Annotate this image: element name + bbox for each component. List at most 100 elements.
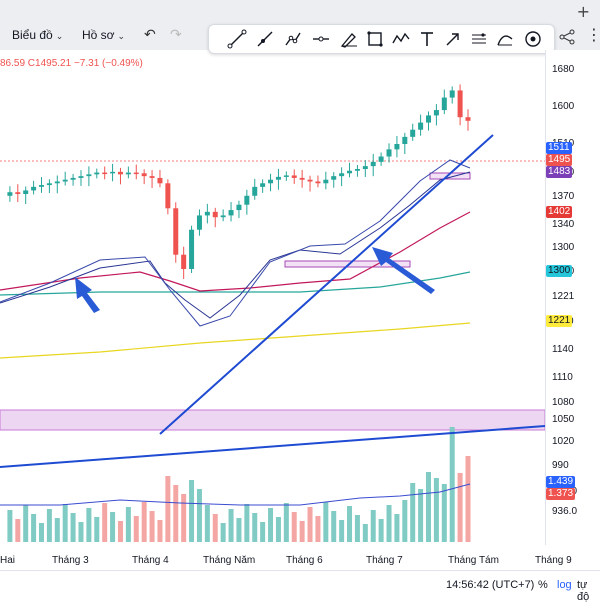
chevron-down-icon: ⌄ xyxy=(117,31,126,41)
ma50-line xyxy=(0,211,471,292)
y-tick-label: 1300 xyxy=(552,242,575,253)
candle xyxy=(7,192,13,196)
redo-button[interactable]: ↷ xyxy=(170,27,182,43)
candle xyxy=(236,204,242,211)
y-tick-label: 1110 xyxy=(552,372,573,383)
ray-tool-icon[interactable] xyxy=(255,29,275,49)
y-tick-label: 990 xyxy=(552,460,569,471)
rectangle-tool-icon[interactable] xyxy=(365,29,385,49)
candle xyxy=(402,136,408,144)
candle xyxy=(38,185,44,187)
add-tab-button[interactable]: + xyxy=(576,2,590,21)
price-badge: 1402 xyxy=(546,206,573,218)
uptrend-line[interactable] xyxy=(159,134,494,435)
long-trend-line[interactable] xyxy=(0,425,545,468)
candle xyxy=(54,181,60,184)
candle xyxy=(315,181,321,184)
fib-tool-icon[interactable] xyxy=(469,29,489,49)
candle xyxy=(78,176,84,178)
support-zone xyxy=(0,409,545,431)
candle xyxy=(418,122,424,130)
volume-bar xyxy=(449,427,455,542)
volume-bar xyxy=(347,506,353,542)
candle xyxy=(228,210,234,216)
volume-bar xyxy=(457,473,463,542)
arrow-tool-icon[interactable] xyxy=(443,29,463,49)
top-toolbar: + Biểu đồ ⌄ Hồ sơ ⌄ ↶ ↷ ⋮ xyxy=(0,0,600,54)
volume-bar xyxy=(86,508,92,542)
candle xyxy=(410,129,416,137)
price-badge: 1.373 xyxy=(546,488,576,500)
volume-bar xyxy=(236,518,242,542)
candle xyxy=(204,211,210,216)
candle xyxy=(149,176,155,178)
segments-tool-icon[interactable] xyxy=(283,29,303,49)
path-tool-icon[interactable] xyxy=(391,29,411,49)
price-badge: 1483 xyxy=(546,166,573,178)
price-badge: 1495 xyxy=(546,154,573,166)
undo-button[interactable]: ↶ xyxy=(144,27,156,43)
price-chart[interactable] xyxy=(0,50,545,545)
volume-bar xyxy=(386,505,392,542)
price-badge: 1511 xyxy=(546,142,572,154)
volume-bar xyxy=(362,524,368,542)
candle xyxy=(433,110,439,116)
profile-label: Hồ sơ xyxy=(82,28,115,42)
horizontal-line-tool-icon[interactable] xyxy=(311,29,331,49)
brush-tool-icon[interactable] xyxy=(339,29,359,49)
volume-bar xyxy=(7,510,13,542)
volume-bar xyxy=(433,478,439,542)
candle xyxy=(173,208,179,255)
candle xyxy=(212,211,218,218)
candle xyxy=(157,177,163,184)
volume-bar xyxy=(465,456,471,542)
curve-tool-icon[interactable] xyxy=(495,29,515,49)
x-tick-label: Tháng Năm xyxy=(203,555,256,566)
more-options-icon[interactable]: ⋮ xyxy=(586,25,600,44)
candle xyxy=(260,183,266,187)
clock-label: 14:56:42 (UTC+7) xyxy=(446,579,535,591)
volume-bar xyxy=(157,520,163,542)
share-icon[interactable] xyxy=(558,28,576,46)
y-tick-label: 936.0 xyxy=(552,506,578,517)
y-tick-label: 1600 xyxy=(552,101,575,112)
y-tick-label: 1680 xyxy=(552,64,575,75)
volume-bar xyxy=(418,489,424,542)
chevron-down-icon: ⌄ xyxy=(55,31,64,41)
percent-scale-button[interactable]: % xyxy=(538,579,548,591)
volume-bar xyxy=(78,522,84,542)
volume-bar xyxy=(204,505,210,542)
x-tick-label: Tháng 9 xyxy=(535,555,572,566)
volume-bar xyxy=(212,514,218,542)
volume-bar xyxy=(15,519,21,542)
candle xyxy=(299,177,305,180)
volume-bar xyxy=(307,507,313,542)
price-badge: 1221 xyxy=(546,315,573,327)
candle xyxy=(31,186,37,191)
candle xyxy=(165,183,171,209)
volume-bar xyxy=(70,513,76,542)
volume-ma-line xyxy=(0,483,471,506)
ma10-line xyxy=(0,159,471,327)
volume-bar xyxy=(46,509,52,542)
candle xyxy=(394,144,400,150)
volume-bar xyxy=(181,494,187,542)
bottom-bar: 14:56:42 (UTC+7) % log tự độ xyxy=(0,570,600,603)
target-tool-icon[interactable] xyxy=(523,29,543,49)
y-tick-label: 1140 xyxy=(552,344,574,355)
profile-dropdown[interactable]: Hồ sơ ⌄ xyxy=(82,28,125,42)
chart-type-dropdown[interactable]: Biểu đồ ⌄ xyxy=(12,28,63,42)
candle xyxy=(196,215,202,230)
candle xyxy=(62,179,68,182)
volume-bar xyxy=(102,503,108,542)
volume-bar xyxy=(426,472,432,542)
log-scale-button[interactable]: log xyxy=(557,579,572,591)
auto-scale-button[interactable]: tự độ xyxy=(577,579,590,603)
candle xyxy=(347,170,353,174)
line-tool-icon[interactable] xyxy=(227,29,247,49)
text-tool-icon[interactable] xyxy=(417,29,437,49)
volume-bar xyxy=(62,504,68,542)
volume-bar xyxy=(38,523,44,542)
candle xyxy=(252,186,258,196)
price-axis[interactable] xyxy=(545,50,600,545)
